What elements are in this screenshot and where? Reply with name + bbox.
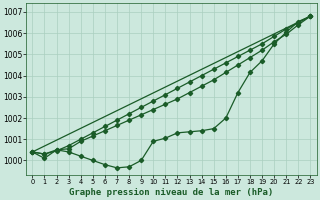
X-axis label: Graphe pression niveau de la mer (hPa): Graphe pression niveau de la mer (hPa) bbox=[69, 188, 274, 197]
